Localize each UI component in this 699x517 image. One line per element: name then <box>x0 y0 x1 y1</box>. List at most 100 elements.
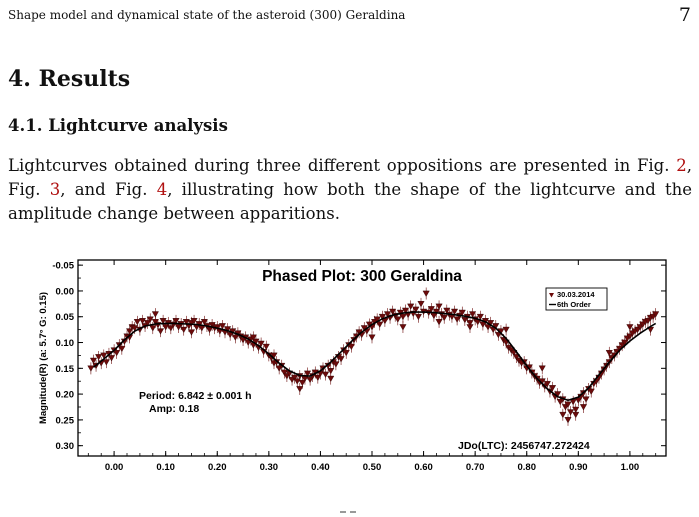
data-point <box>187 329 196 336</box>
data-point <box>102 359 110 366</box>
data-point <box>303 370 312 377</box>
data-point <box>332 361 340 368</box>
data-point <box>100 352 108 359</box>
data-point <box>412 306 420 313</box>
data-point <box>373 316 381 323</box>
data-point <box>484 324 492 331</box>
data-point <box>347 343 355 351</box>
data-point <box>461 317 469 324</box>
data-point <box>582 396 590 403</box>
data-point <box>626 324 634 331</box>
data-point <box>113 350 121 357</box>
data-point <box>399 324 407 331</box>
running-header: Shape model and dynamical state of the a… <box>8 4 691 26</box>
x-tick-label: 1.00 <box>621 462 640 473</box>
period-annotation: Period: 6.842 ± 0.001 h <box>139 390 252 402</box>
amplitude-annotation: Amp: 0.18 <box>149 403 199 415</box>
data-point <box>118 345 126 353</box>
data-point <box>291 374 299 382</box>
data-point <box>579 404 588 411</box>
data-point <box>587 388 595 395</box>
data-point <box>512 354 520 361</box>
data-point <box>427 306 435 313</box>
data-point <box>270 352 278 359</box>
x-tick-label: 0.20 <box>208 462 227 473</box>
figure-caption-fragment <box>340 498 380 513</box>
data-point <box>407 303 415 310</box>
data-point <box>435 303 443 310</box>
y-tick-label: 0.20 <box>56 390 75 401</box>
section-heading: 4. Results <box>8 66 131 92</box>
data-point <box>626 333 634 340</box>
data-point <box>543 380 551 388</box>
data-point <box>149 325 157 332</box>
data-point <box>368 334 376 341</box>
data-point <box>151 311 159 318</box>
data-point <box>167 325 175 332</box>
data-point <box>453 316 461 323</box>
data-point <box>159 318 167 325</box>
data-point <box>95 354 103 361</box>
lightcurve-chart: 0.00 0.10 0.20 0.30 0.40 0.50 0.60 0.70 0.80 0.90… <box>38 259 667 473</box>
y-tick-label: 0.00 <box>56 286 75 297</box>
paragraph-text: , Fig. <box>8 156 692 199</box>
data-point <box>144 320 152 327</box>
data-point <box>440 314 448 322</box>
figure-ref-4[interactable]: 4 <box>156 180 168 199</box>
data-point <box>182 319 190 326</box>
figure-ref-2[interactable]: 2 <box>676 156 687 175</box>
data-point <box>378 313 386 321</box>
data-point <box>458 309 466 317</box>
data-point <box>337 356 345 363</box>
data-point <box>469 311 477 318</box>
data-point <box>252 338 260 345</box>
data-point <box>162 324 170 331</box>
x-tick-label: 0.30 <box>260 462 279 473</box>
data-point <box>376 321 384 328</box>
x-tick-label: 0.50 <box>363 462 382 473</box>
data-point <box>479 321 487 328</box>
data-point <box>146 316 154 323</box>
data-point <box>383 311 392 318</box>
data-point <box>567 409 575 416</box>
data-point <box>180 326 188 334</box>
legend-label: 30.03.2014 <box>557 290 595 299</box>
data-point <box>564 401 572 408</box>
data-point <box>389 308 397 315</box>
y-axis-label: Magnitude(R) (a: 5.7° G: 0.15) <box>38 292 49 424</box>
data-point <box>466 324 474 331</box>
figure-ref-3[interactable]: 3 <box>49 180 61 199</box>
data-point <box>644 318 652 325</box>
data-point <box>327 368 335 375</box>
data-point <box>322 371 330 378</box>
data-point <box>432 308 441 315</box>
data-point <box>538 365 546 372</box>
data-point <box>605 350 613 357</box>
legend-label: 6th Order <box>557 300 591 309</box>
x-tick-label: 0.10 <box>156 462 175 473</box>
data-point <box>87 365 95 372</box>
data-point <box>422 290 430 297</box>
lightcurve-figure: 0.00 0.10 0.20 0.30 0.40 0.50 0.60 0.70 0.80 0.90… <box>34 254 674 489</box>
x-tick-label: 0.60 <box>414 462 433 473</box>
x-tick-label: 0.80 <box>517 462 536 473</box>
chart-title: Phased Plot: 300 Geraldina <box>262 268 462 285</box>
data-point <box>306 376 314 384</box>
running-title: Shape model and dynamical state of the a… <box>8 8 406 22</box>
data-point <box>231 334 239 341</box>
data-point <box>296 386 304 393</box>
y-tick-label: 0.30 <box>56 441 75 452</box>
y-tick-label: 0.25 <box>56 415 75 426</box>
data-point <box>133 319 141 326</box>
data-point <box>394 316 402 323</box>
data-point <box>107 355 116 362</box>
data-point <box>244 339 252 346</box>
data-point <box>652 311 660 318</box>
data-point <box>138 318 147 325</box>
y-tick-label: 0.10 <box>56 338 75 349</box>
data-point <box>564 417 572 424</box>
data-point <box>190 318 198 325</box>
data-point <box>621 339 629 346</box>
y-tick-label: 0.15 <box>56 364 75 375</box>
x-tick-label: 0.70 <box>466 462 485 473</box>
